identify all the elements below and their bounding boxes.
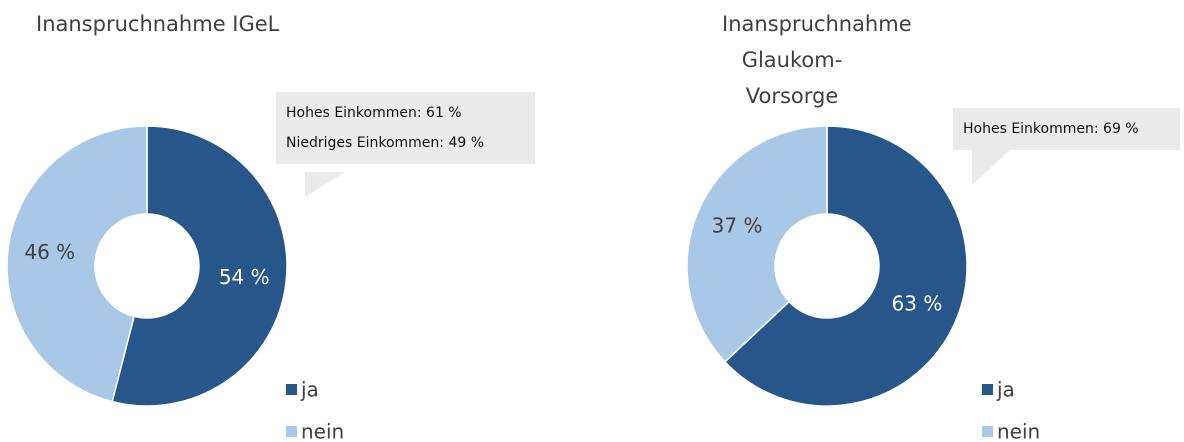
annotation: Hohes Einkommen: 69 %: [963, 121, 1139, 137]
callout: Hohes Einkommen: 69 %: [953, 108, 1180, 150]
chart-title: Inanspruchnahme Glaukom-Vorsorge: [722, 12, 912, 108]
legend-swatch: [286, 384, 297, 395]
callout-pointer: [305, 172, 345, 197]
data-label: 37 %: [712, 214, 763, 238]
callout-pointer: [972, 150, 1010, 185]
donut-segment: [723, 125, 968, 407]
legend-label: nein: [997, 420, 1040, 442]
legend-swatch: [982, 384, 993, 395]
legend-label: ja: [300, 378, 319, 402]
annotation: Hohes Einkommen: 61 %: [286, 105, 462, 121]
data-label: 46 %: [24, 240, 75, 264]
data-label: 54 %: [219, 265, 270, 289]
donut-segment: [111, 125, 288, 407]
chart-title: Inanspruchnahme IGeL: [36, 12, 280, 36]
legend-label: ja: [996, 378, 1015, 402]
donut-segment: [686, 125, 828, 363]
legend-swatch: [286, 426, 297, 437]
callout: Hohes Einkommen: 61 % Niedriges Einkommen…: [276, 92, 535, 164]
donut-segment: [6, 125, 148, 403]
legend-label: nein: [301, 420, 344, 442]
legend-swatch: [982, 426, 993, 437]
annotation: Niedriges Einkommen: 49 %: [286, 135, 485, 151]
data-label: 63 %: [892, 291, 943, 315]
